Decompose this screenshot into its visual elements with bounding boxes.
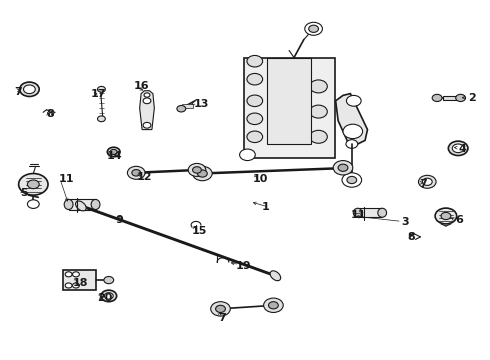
Text: 2: 2 bbox=[468, 93, 476, 103]
Circle shape bbox=[24, 85, 35, 94]
Circle shape bbox=[110, 149, 117, 154]
Circle shape bbox=[188, 163, 206, 176]
Circle shape bbox=[98, 86, 105, 92]
Circle shape bbox=[247, 55, 263, 67]
Text: 20: 20 bbox=[97, 293, 112, 303]
Text: 4: 4 bbox=[458, 144, 466, 154]
Text: 7: 7 bbox=[218, 312, 226, 323]
Circle shape bbox=[73, 272, 79, 277]
Circle shape bbox=[193, 167, 201, 173]
Circle shape bbox=[101, 290, 117, 302]
Circle shape bbox=[19, 174, 48, 195]
Circle shape bbox=[448, 141, 468, 156]
Ellipse shape bbox=[75, 201, 86, 211]
Text: 8: 8 bbox=[47, 109, 54, 120]
Circle shape bbox=[305, 22, 322, 35]
Circle shape bbox=[452, 144, 464, 153]
FancyBboxPatch shape bbox=[182, 104, 193, 108]
Circle shape bbox=[338, 164, 348, 171]
Circle shape bbox=[216, 305, 225, 312]
Circle shape bbox=[432, 94, 442, 102]
Text: 7: 7 bbox=[419, 179, 427, 189]
Circle shape bbox=[310, 80, 327, 93]
Circle shape bbox=[347, 176, 357, 184]
Circle shape bbox=[333, 161, 353, 175]
Circle shape bbox=[132, 170, 141, 176]
Ellipse shape bbox=[353, 208, 362, 217]
Circle shape bbox=[247, 73, 263, 85]
Circle shape bbox=[144, 93, 150, 97]
Ellipse shape bbox=[64, 199, 73, 210]
Circle shape bbox=[143, 98, 151, 104]
Circle shape bbox=[65, 283, 72, 288]
Circle shape bbox=[435, 208, 457, 224]
Text: 11: 11 bbox=[350, 210, 366, 220]
Circle shape bbox=[20, 82, 39, 96]
Circle shape bbox=[73, 283, 79, 288]
Circle shape bbox=[441, 212, 451, 220]
FancyBboxPatch shape bbox=[443, 96, 459, 100]
Circle shape bbox=[211, 302, 230, 316]
Text: 14: 14 bbox=[107, 150, 122, 161]
Circle shape bbox=[27, 180, 39, 189]
Text: 11: 11 bbox=[59, 174, 74, 184]
Circle shape bbox=[346, 140, 358, 148]
Polygon shape bbox=[336, 94, 368, 144]
Circle shape bbox=[247, 113, 263, 125]
Circle shape bbox=[193, 166, 212, 181]
FancyBboxPatch shape bbox=[69, 199, 96, 210]
Ellipse shape bbox=[378, 208, 387, 217]
Circle shape bbox=[269, 302, 278, 309]
Circle shape bbox=[310, 130, 327, 143]
Text: 3: 3 bbox=[402, 217, 410, 228]
Circle shape bbox=[310, 105, 327, 118]
Circle shape bbox=[27, 200, 39, 208]
Circle shape bbox=[197, 170, 207, 177]
Ellipse shape bbox=[91, 199, 100, 210]
Text: 9: 9 bbox=[115, 215, 123, 225]
Circle shape bbox=[422, 178, 432, 185]
Circle shape bbox=[98, 116, 105, 122]
Circle shape bbox=[104, 276, 114, 284]
Circle shape bbox=[240, 149, 255, 161]
Polygon shape bbox=[140, 91, 154, 130]
Circle shape bbox=[247, 95, 263, 107]
Text: 1: 1 bbox=[262, 202, 270, 212]
Text: 5: 5 bbox=[21, 188, 28, 198]
Circle shape bbox=[342, 173, 362, 187]
Circle shape bbox=[343, 124, 363, 139]
Text: 10: 10 bbox=[252, 174, 268, 184]
Circle shape bbox=[107, 147, 120, 157]
FancyBboxPatch shape bbox=[267, 58, 311, 144]
Circle shape bbox=[346, 95, 361, 106]
Circle shape bbox=[65, 272, 72, 277]
Circle shape bbox=[456, 94, 466, 102]
Circle shape bbox=[127, 166, 145, 179]
Text: 6: 6 bbox=[456, 215, 464, 225]
Text: 19: 19 bbox=[236, 261, 252, 271]
Circle shape bbox=[104, 293, 113, 299]
Text: 7: 7 bbox=[15, 87, 23, 97]
Text: 17: 17 bbox=[91, 89, 106, 99]
FancyBboxPatch shape bbox=[244, 58, 335, 158]
FancyBboxPatch shape bbox=[63, 270, 96, 290]
Text: 13: 13 bbox=[194, 99, 209, 109]
Text: 16: 16 bbox=[133, 81, 149, 91]
Circle shape bbox=[247, 131, 263, 143]
Circle shape bbox=[264, 298, 283, 312]
Ellipse shape bbox=[270, 271, 281, 281]
Text: 18: 18 bbox=[73, 278, 88, 288]
Circle shape bbox=[309, 25, 318, 32]
Circle shape bbox=[418, 175, 436, 188]
Text: 12: 12 bbox=[136, 172, 152, 182]
Text: 15: 15 bbox=[192, 226, 207, 236]
FancyBboxPatch shape bbox=[358, 208, 382, 217]
Circle shape bbox=[177, 105, 186, 112]
Text: 8: 8 bbox=[408, 232, 416, 242]
Circle shape bbox=[143, 122, 151, 128]
